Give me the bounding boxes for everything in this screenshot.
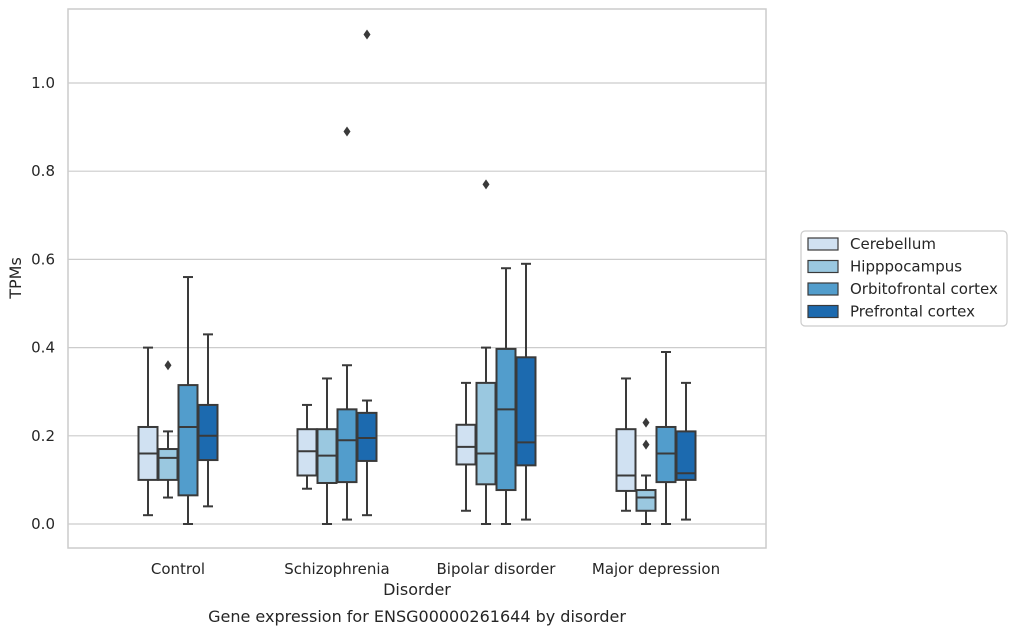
iqr-box — [475, 381, 497, 486]
outlier-point — [482, 179, 490, 190]
box-cerebellum — [455, 381, 477, 512]
iqr-box — [675, 430, 697, 481]
iqr-box — [655, 425, 677, 484]
outlier-point — [343, 126, 351, 137]
outlier-point — [363, 29, 371, 40]
outlier-point — [164, 360, 172, 371]
y-tick-label: 0.6 — [31, 250, 55, 268]
iqr-box — [157, 448, 179, 481]
iqr-box — [615, 428, 637, 492]
legend-label: Cerebellum — [850, 235, 936, 253]
legend-swatch — [807, 304, 839, 319]
iqr-box — [495, 347, 517, 492]
box-prefrontal-cortex — [675, 381, 697, 521]
y-tick-label: 0.0 — [31, 515, 55, 533]
iqr-box — [515, 356, 537, 467]
x-axis-label: Disorder — [383, 580, 451, 599]
legend-frame — [800, 230, 1008, 327]
y-tick-label: 0.8 — [31, 162, 55, 180]
legend-label: Prefrontal cortex — [850, 303, 975, 321]
legend-swatch — [807, 282, 839, 296]
legend-swatch — [807, 259, 839, 274]
iqr-box — [455, 423, 477, 466]
x-tick-labels: Control Schizophrenia Bipolar disorder Majo… — [151, 560, 720, 578]
x-tick-label: Bipolar disorder — [437, 560, 557, 578]
outlier-point — [642, 417, 650, 428]
plot-frame — [67, 8, 767, 549]
box-prefrontal-cortex — [515, 262, 537, 521]
box-hipppocampus — [635, 417, 657, 525]
box-orbitofrontal-cortex — [177, 276, 199, 525]
y-tick-labels: 0.0 0.2 0.4 0.6 0.8 1.0 — [31, 74, 55, 533]
iqr-box — [356, 411, 378, 462]
box-cerebellum — [615, 377, 637, 512]
iqr-box — [635, 489, 657, 512]
chart-title: Gene expression for ENSG00000261644 by d… — [208, 607, 626, 626]
box-hipppocampus — [157, 360, 179, 499]
y-axis-label: TPMs — [6, 257, 25, 300]
x-tick-label: Major depression — [592, 560, 720, 578]
y-tick-label: 0.2 — [31, 427, 55, 445]
legend-label: Orbitofrontal cortex — [850, 280, 998, 298]
iqr-box — [197, 403, 219, 462]
box-prefrontal-cortex — [356, 29, 378, 517]
x-tick-label: Schizophrenia — [284, 560, 389, 578]
legend: Cerebellum Hipppocampus Orbitofrontal cort… — [800, 230, 1008, 327]
outlier-point — [642, 439, 650, 450]
y-tick-label: 0.4 — [31, 339, 55, 357]
y-tick-label: 1.0 — [31, 74, 55, 92]
iqr-box — [336, 408, 358, 484]
box-cerebellum — [137, 346, 159, 517]
legend-label: Hipppocampus — [850, 258, 962, 276]
iqr-box — [177, 384, 199, 497]
box-series — [137, 29, 697, 525]
box-prefrontal-cortex — [197, 333, 219, 508]
legend-swatch — [807, 237, 839, 251]
iqr-box — [296, 428, 318, 477]
box-orbitofrontal-cortex — [336, 126, 358, 521]
x-tick-label: Control — [151, 560, 205, 578]
